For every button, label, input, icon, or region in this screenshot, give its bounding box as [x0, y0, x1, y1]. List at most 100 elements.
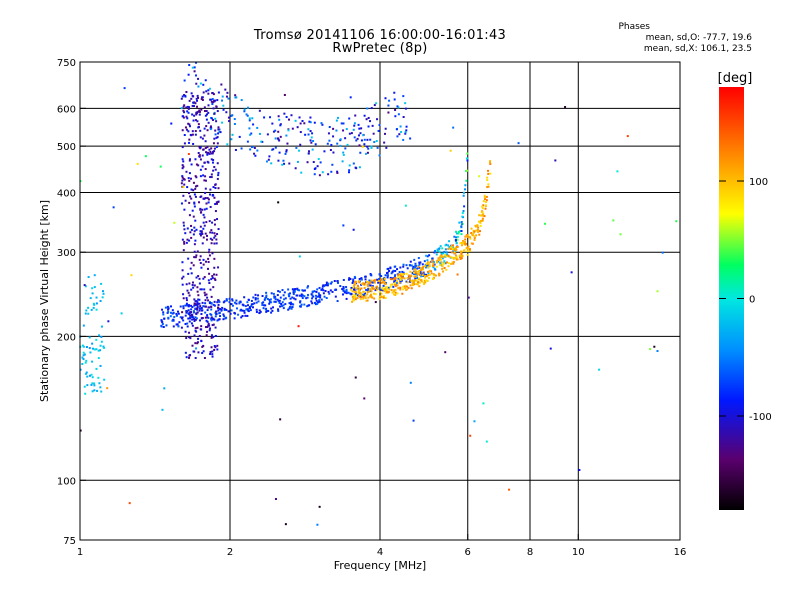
data-point: [441, 257, 444, 260]
data-point: [215, 202, 218, 205]
x-tick-label: 2: [227, 547, 233, 558]
data-point: [485, 440, 488, 443]
data-point: [184, 126, 187, 129]
data-point: [387, 111, 390, 114]
data-point: [461, 255, 464, 258]
data-point: [199, 288, 202, 291]
data-point: [182, 194, 185, 197]
data-point: [182, 160, 185, 163]
data-point: [201, 165, 204, 168]
data-point: [173, 316, 176, 319]
data-point: [195, 276, 198, 279]
data-point: [449, 247, 452, 250]
data-point: [188, 159, 191, 162]
data-point: [453, 256, 456, 259]
data-point: [86, 384, 89, 387]
data-point: [258, 109, 261, 112]
data-point: [204, 232, 207, 235]
data-point: [461, 215, 464, 218]
data-point: [426, 255, 429, 258]
data-point: [86, 375, 89, 378]
data-point: [181, 167, 184, 170]
data-point: [84, 372, 87, 375]
data-point: [470, 227, 473, 230]
data-point: [217, 266, 220, 269]
data-point: [181, 311, 184, 314]
data-point: [304, 133, 307, 136]
data-point: [181, 283, 184, 286]
data-point: [335, 119, 338, 122]
data-point: [383, 277, 386, 280]
data-point: [427, 271, 430, 274]
data-point: [188, 331, 191, 334]
data-point: [354, 276, 357, 279]
data-point: [332, 135, 335, 138]
data-point: [210, 278, 213, 281]
data-point: [466, 169, 469, 172]
data-point: [653, 345, 656, 348]
data-point: [192, 101, 195, 104]
data-point: [393, 280, 396, 283]
y-tick-label: 100: [57, 476, 76, 487]
data-point: [314, 294, 317, 297]
data-point: [420, 268, 423, 271]
data-point: [359, 298, 362, 301]
data-point: [414, 264, 417, 267]
data-point: [206, 320, 209, 323]
data-point: [213, 112, 216, 115]
data-point: [91, 382, 94, 385]
data-point: [284, 523, 287, 526]
data-point: [212, 303, 215, 306]
data-point: [211, 353, 214, 356]
data-point: [355, 167, 358, 170]
data-point: [426, 259, 429, 262]
data-point: [196, 250, 199, 253]
data-point: [190, 322, 193, 325]
data-point: [184, 351, 187, 354]
data-point: [164, 306, 167, 309]
data-point: [216, 177, 219, 180]
data-point: [204, 302, 207, 305]
data-point: [445, 251, 448, 254]
data-point: [367, 281, 370, 284]
data-point: [212, 169, 215, 172]
data-point: [190, 97, 193, 100]
data-point: [257, 300, 260, 303]
data-point: [290, 114, 293, 117]
data-point: [201, 232, 204, 235]
data-point: [175, 312, 178, 315]
data-point: [222, 301, 225, 304]
data-point: [216, 301, 219, 304]
data-point: [257, 294, 260, 297]
data-point: [397, 277, 400, 280]
data-point: [208, 282, 211, 285]
data-point: [172, 325, 175, 328]
data-point: [223, 307, 226, 310]
data-point: [283, 298, 286, 301]
data-point: [345, 288, 348, 291]
data-point: [199, 262, 202, 265]
data-point: [199, 225, 202, 228]
data-point: [212, 107, 215, 110]
data-point: [91, 390, 94, 393]
data-point: [391, 291, 394, 294]
data-point: [452, 244, 455, 247]
data-point: [366, 291, 369, 294]
data-point: [210, 242, 213, 245]
data-point: [196, 308, 199, 311]
data-point: [195, 113, 198, 116]
data-point: [198, 302, 201, 305]
data-point: [375, 102, 378, 105]
data-point: [201, 242, 204, 245]
data-point: [336, 171, 339, 174]
data-point: [443, 260, 446, 263]
data-point: [217, 200, 220, 203]
data-point: [239, 301, 242, 304]
data-point: [459, 230, 462, 233]
data-point: [441, 255, 444, 258]
data-point: [212, 194, 215, 197]
data-point: [130, 274, 133, 277]
data-point: [481, 205, 484, 208]
data-point: [363, 291, 366, 294]
data-point: [296, 288, 299, 291]
